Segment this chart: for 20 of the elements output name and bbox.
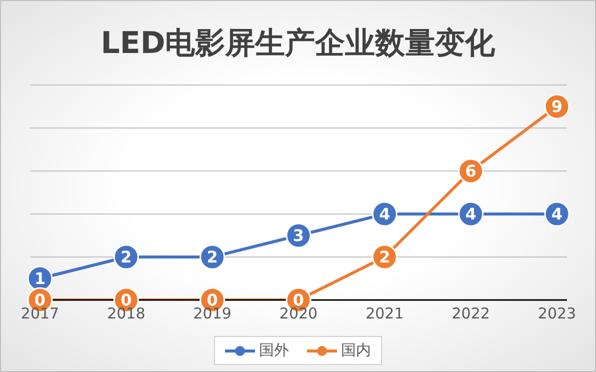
x-tick-label: 2021 — [366, 304, 404, 323]
data-label: 9 — [551, 97, 563, 116]
x-tick-label: 2018 — [107, 304, 146, 323]
x-tick-label: 2020 — [279, 304, 318, 323]
data-label: 1 — [34, 269, 46, 288]
data-label: 4 — [379, 204, 390, 224]
data-label: 4 — [465, 204, 476, 224]
data-label: 6 — [465, 162, 476, 181]
data-label: 2 — [379, 248, 390, 267]
x-tick-label: 2019 — [193, 304, 232, 323]
data-label: 2 — [206, 248, 218, 267]
x-tick-label: 2022 — [452, 304, 490, 323]
x-tick-label: 2017 — [20, 304, 60, 323]
x-tick-label: 2023 — [538, 304, 576, 323]
data-label: 3 — [292, 226, 304, 246]
chart-title: LED电影屏生产企业数量变化 — [100, 25, 496, 63]
data-label: 2 — [120, 248, 132, 267]
legend-label: 国内 — [340, 341, 371, 360]
data-label: 4 — [551, 204, 563, 224]
legend-label: 国外 — [258, 341, 289, 360]
